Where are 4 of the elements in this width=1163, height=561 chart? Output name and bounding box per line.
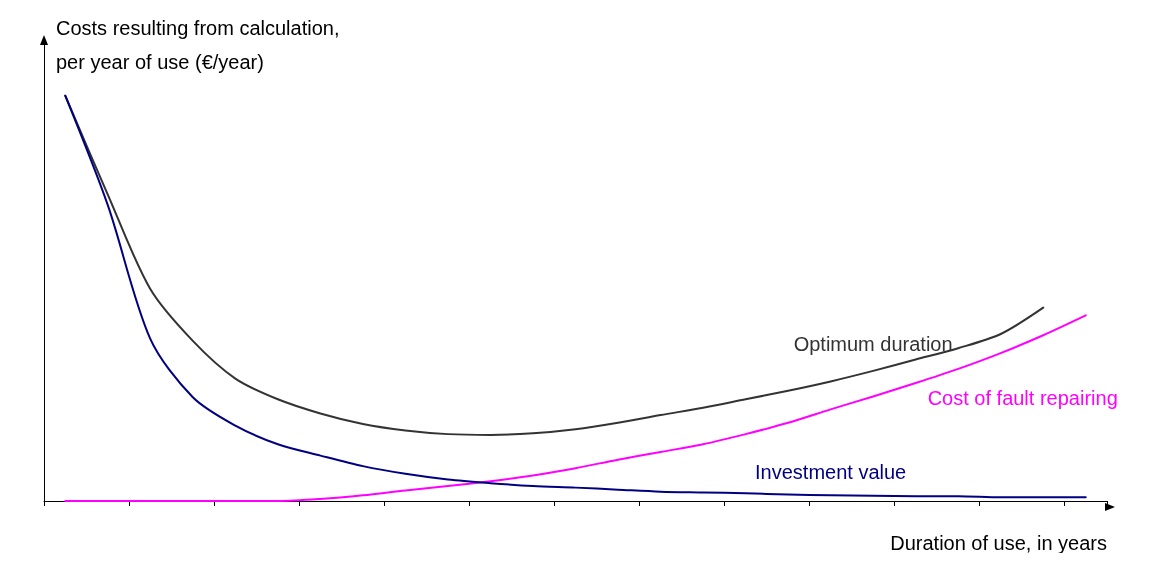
series-label: Optimum duration: [793, 332, 953, 355]
series-label: Cost of fault repairing: [927, 387, 1118, 410]
y-axis-title: Costs resulting from calculation, per year of use (€/year): [56, 17, 340, 73]
series-label: Investment value: [755, 461, 907, 484]
